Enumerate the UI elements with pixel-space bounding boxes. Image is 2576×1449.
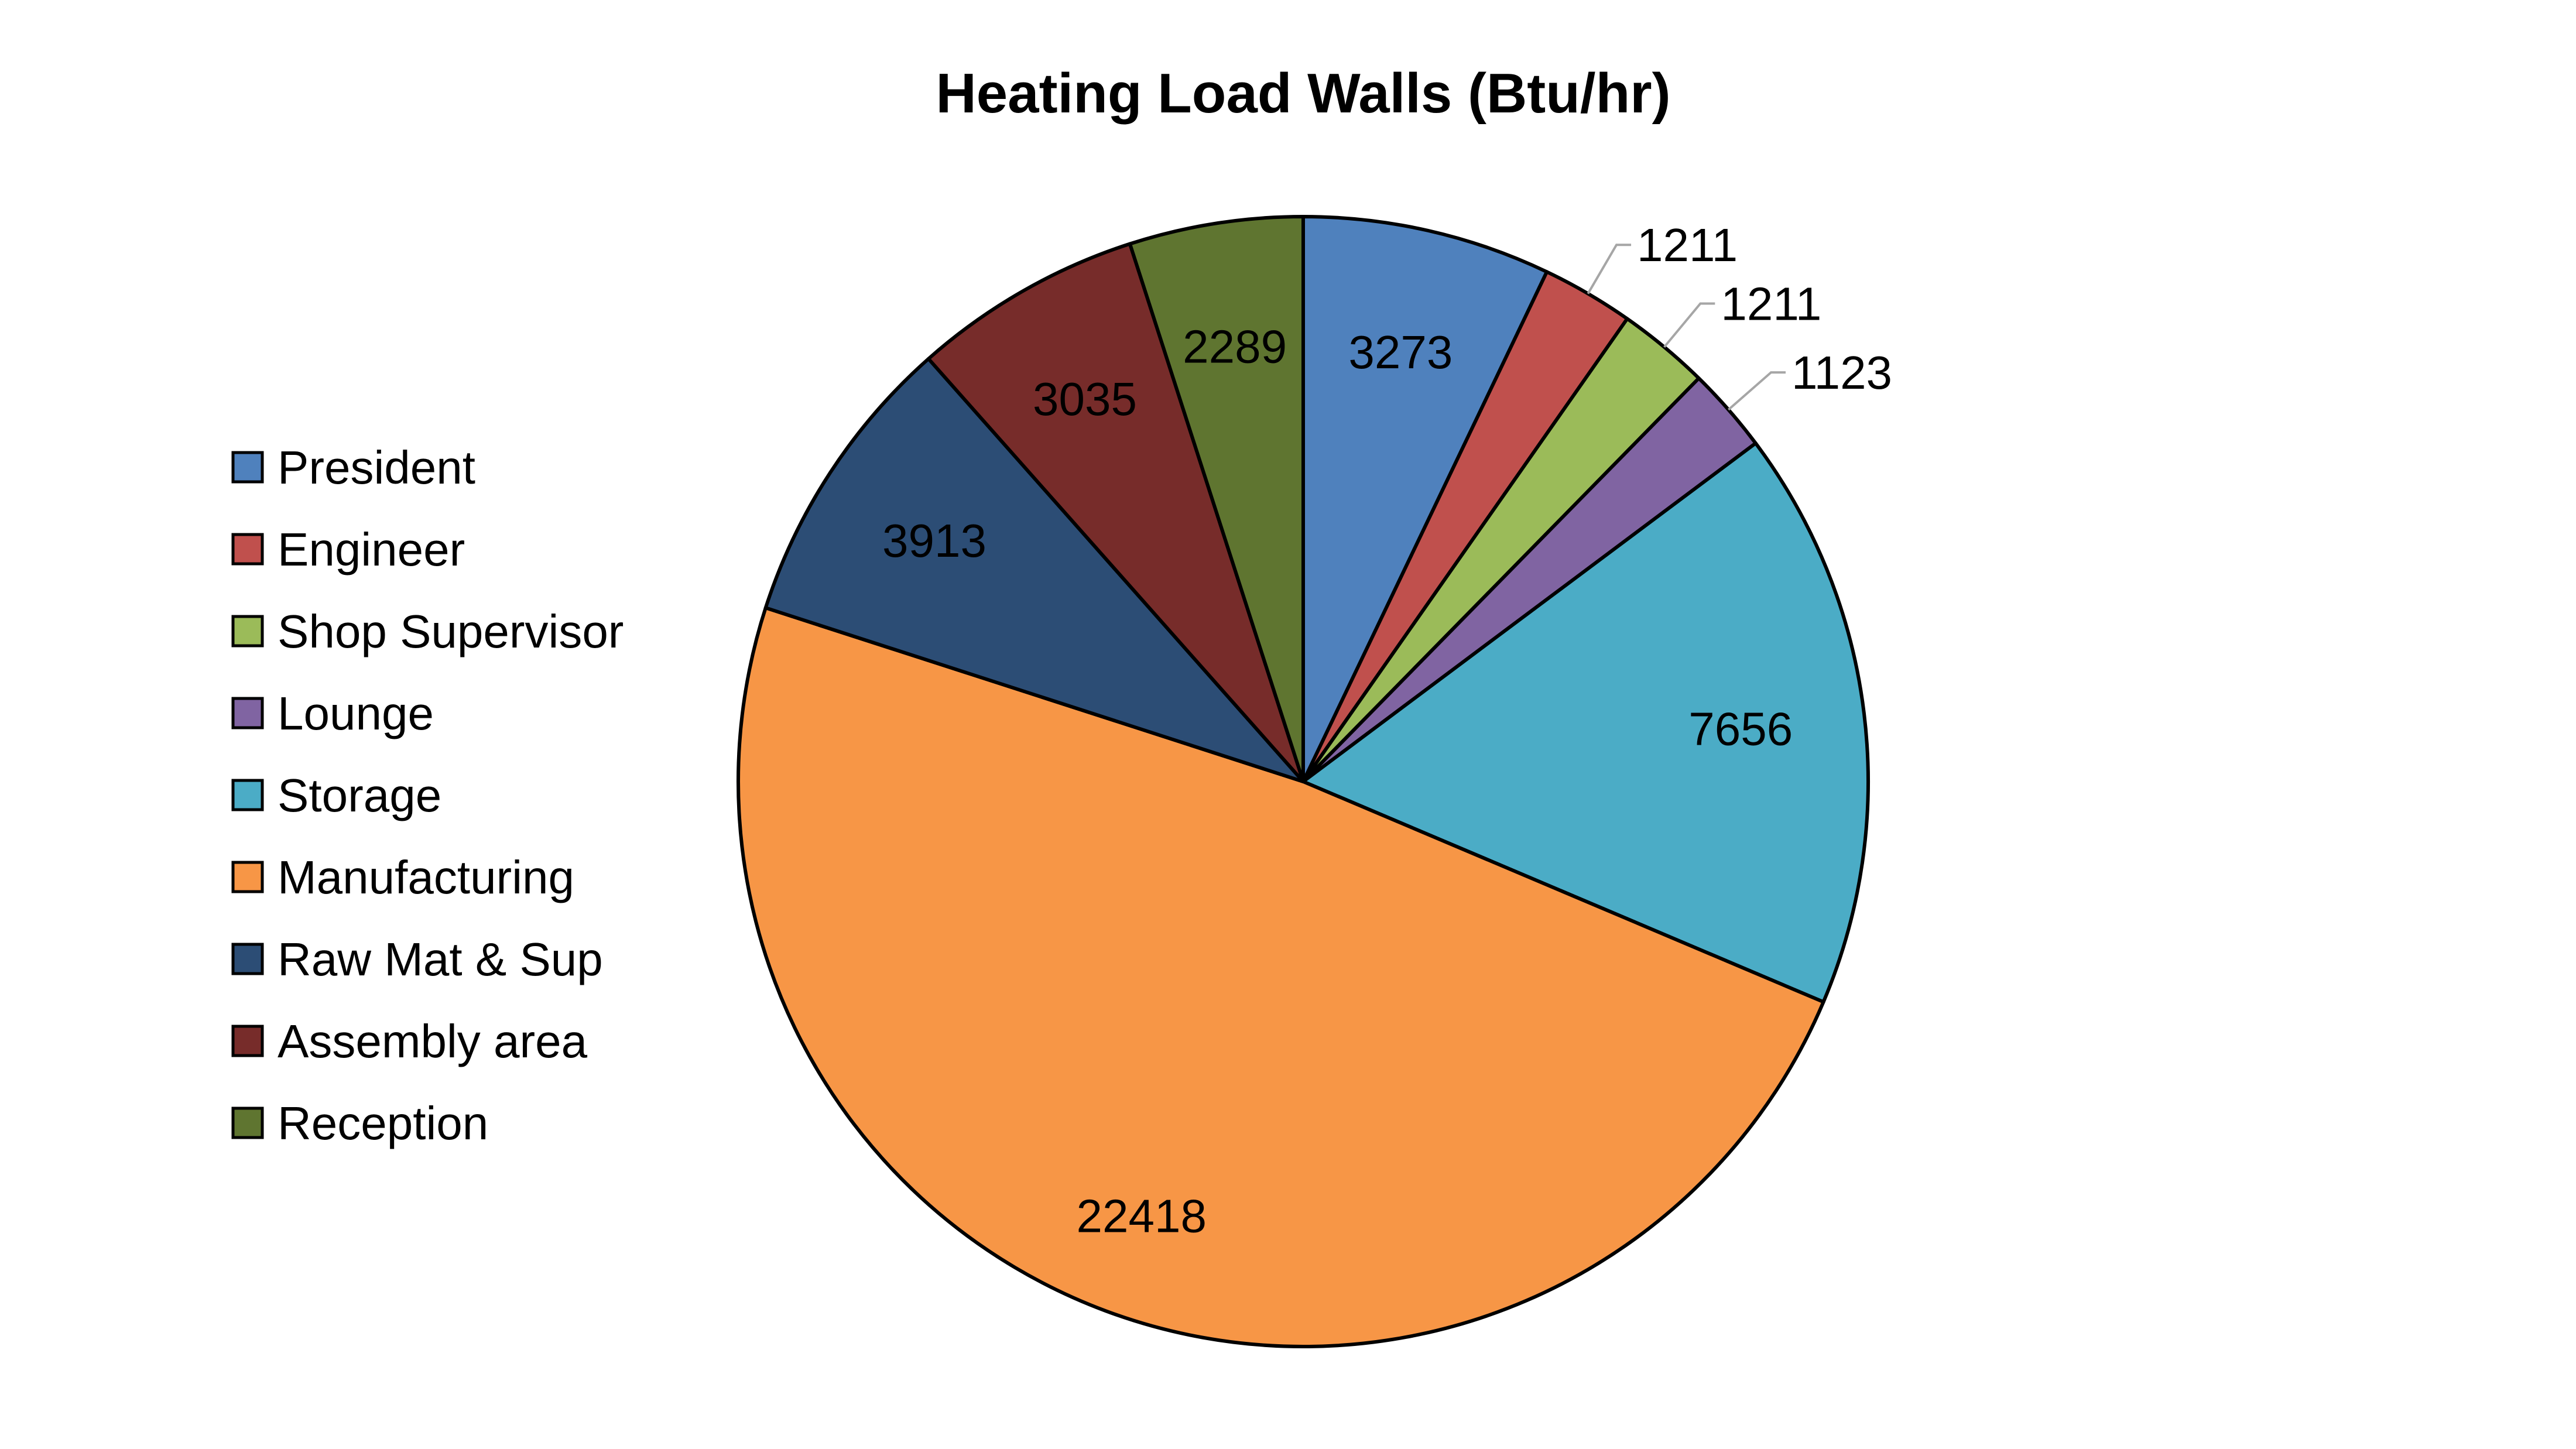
pie-slice-reception [1128, 215, 1305, 783]
pie-slice-assembly-area [926, 242, 1305, 783]
legend-label: Reception [278, 1097, 488, 1149]
data-label: 1211 [1721, 278, 1821, 330]
legend-swatch [231, 779, 264, 811]
pie-slices [737, 215, 1870, 1348]
data-label: 3035 [1033, 373, 1137, 425]
legend-swatch [231, 943, 264, 975]
legend-swatch [231, 451, 264, 484]
data-label: 3913 [882, 515, 986, 567]
leader-line [1728, 371, 1786, 411]
data-label: 3273 [1348, 326, 1453, 378]
leader-line [1663, 302, 1715, 348]
legend-swatch [231, 1025, 264, 1057]
pie-slice-manufacturing [737, 606, 1825, 1348]
pie-slice-raw-mat-sup [763, 357, 1305, 783]
data-label: 7656 [1688, 703, 1793, 755]
chart-title: Heating Load Walls (Btu/hr) [936, 62, 1670, 125]
pie-slice-president [1301, 215, 1549, 783]
legend-label: Shop Supervisor [278, 605, 624, 657]
legend-swatch [231, 697, 264, 729]
legend-label: Lounge [278, 687, 434, 739]
legend-swatch [231, 861, 264, 893]
data-labels: 3273 1211 1211 1123 7656 22418 3913 3035 2289 [882, 219, 1892, 1242]
data-label: 22418 [1076, 1190, 1206, 1242]
legend-label: President [278, 441, 475, 494]
data-label: 2289 [1183, 320, 1287, 372]
legend-label: Storage [278, 769, 441, 821]
pie-slice-storage [1301, 441, 1870, 1004]
legend-label: Engineer [278, 523, 465, 576]
legend-swatch [231, 615, 264, 648]
leader-line [1587, 244, 1632, 294]
data-label: 1123 [1791, 347, 1892, 399]
legend-swatch [231, 1107, 264, 1139]
legend-label: Assembly area [278, 1015, 588, 1067]
legend-label: Manufacturing [278, 851, 574, 903]
legend-label: Raw Mat & Sup [278, 933, 603, 985]
legend-swatch [231, 533, 264, 566]
data-label: 1211 [1637, 219, 1738, 271]
legend: President Engineer Shop Supervisor Lounge St… [231, 441, 624, 1149]
